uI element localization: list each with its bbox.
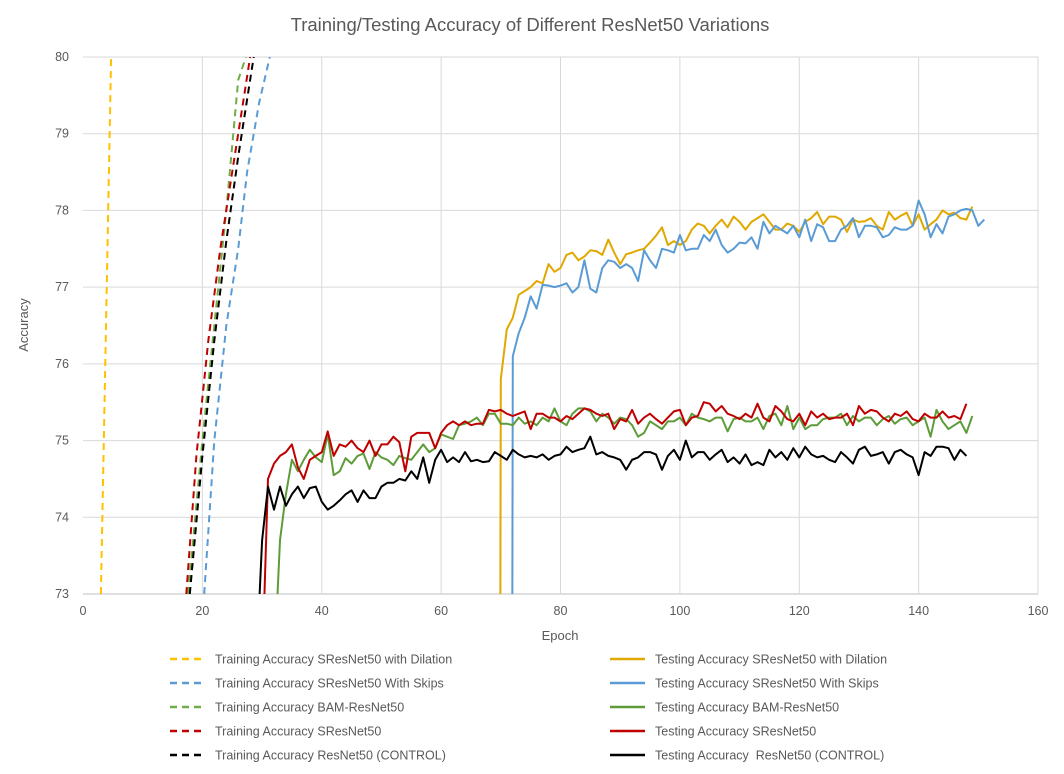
legend-label: Testing Accuracy SResNet50 with Dilation [655, 653, 887, 667]
x-tick-label: 60 [434, 604, 448, 618]
x-tick-label: 160 [1028, 604, 1049, 618]
series-line-training-accuracy-sresnet50-with-skips [203, 57, 271, 594]
legend-item: Testing Accuracy BAM-ResNet50 [610, 701, 839, 715]
y-tick-label: 79 [55, 127, 69, 141]
series-line-training-accuracy-resnet50-control [188, 57, 255, 594]
y-tick-label: 73 [55, 587, 69, 601]
series-line-testing-accuracy-sresnet50-with-dilation [499, 206, 974, 594]
y-tick-label: 76 [55, 357, 69, 371]
legend-label: Testing Accuracy SResNet50 With Skips [655, 677, 879, 691]
series-line-testing-accuracy-resnet50-control [258, 435, 968, 594]
x-axis-label: Epoch [542, 628, 579, 643]
legend-label: Testing Accuracy ResNet50 (CONTROL) [655, 749, 884, 763]
x-tick-label: 20 [195, 604, 209, 618]
y-tick-label: 75 [55, 434, 69, 448]
legend-item: Testing Accuracy ResNet50 (CONTROL) [610, 749, 884, 763]
x-tick-label: 80 [554, 604, 568, 618]
y-tick-label: 78 [55, 203, 69, 217]
legend-item: Training Accuracy SResNet50 With Skips [170, 677, 444, 691]
legend-label: Testing Accuracy BAM-ResNet50 [655, 701, 839, 715]
series-lines [99, 57, 986, 594]
legend-item: Training Accuracy SResNet50 with Dilatio… [170, 653, 452, 667]
y-tick-label: 74 [55, 510, 69, 524]
legend-label: Training Accuracy BAM-ResNet50 [215, 701, 404, 715]
x-tick-label: 100 [669, 604, 690, 618]
legend: Training Accuracy SResNet50 with Dilatio… [170, 653, 887, 763]
legend-item: Testing Accuracy SResNet50 with Dilation [610, 653, 887, 667]
legend-label: Training Accuracy ResNet50 (CONTROL) [215, 749, 446, 763]
x-tick-label: 0 [80, 604, 87, 618]
legend-item: Training Accuracy ResNet50 (CONTROL) [170, 749, 446, 763]
x-tick-labels: 0 20 40 60 80 100 120 140 160 [80, 604, 1049, 618]
y-tick-label: 77 [55, 280, 69, 294]
legend-label: Training Accuracy SResNet50 with Dilatio… [215, 653, 452, 667]
y-tick-label: 80 [55, 50, 69, 64]
series-line-training-accuracy-bam-resnet50 [187, 57, 247, 594]
legend-label: Training Accuracy SResNet50 With Skips [215, 677, 444, 691]
legend-item: Testing Accuracy SResNet50 With Skips [610, 677, 879, 691]
y-axis-label: Accuracy [16, 298, 31, 352]
legend-item: Training Accuracy BAM-ResNet50 [170, 701, 404, 715]
series-line-training-accuracy-sresnet50-with-dilation [99, 57, 113, 594]
legend-label: Training Accuracy SResNet50 [215, 725, 381, 739]
x-tick-label: 140 [908, 604, 929, 618]
x-tick-label: 120 [789, 604, 810, 618]
series-line-testing-accuracy-sresnet50 [263, 401, 968, 594]
legend-item: Training Accuracy SResNet50 [170, 725, 381, 739]
legend-label: Testing Accuracy SResNet50 [655, 725, 816, 739]
y-tick-labels: 73 74 75 76 77 78 79 80 [55, 50, 69, 601]
series-line-training-accuracy-sresnet50 [185, 57, 252, 594]
legend-item: Testing Accuracy SResNet50 [610, 725, 816, 739]
x-tick-label: 40 [315, 604, 329, 618]
chart-title: Training/Testing Accuracy of Different R… [291, 14, 770, 35]
series-line-testing-accuracy-sresnet50-with-skips [511, 199, 986, 594]
